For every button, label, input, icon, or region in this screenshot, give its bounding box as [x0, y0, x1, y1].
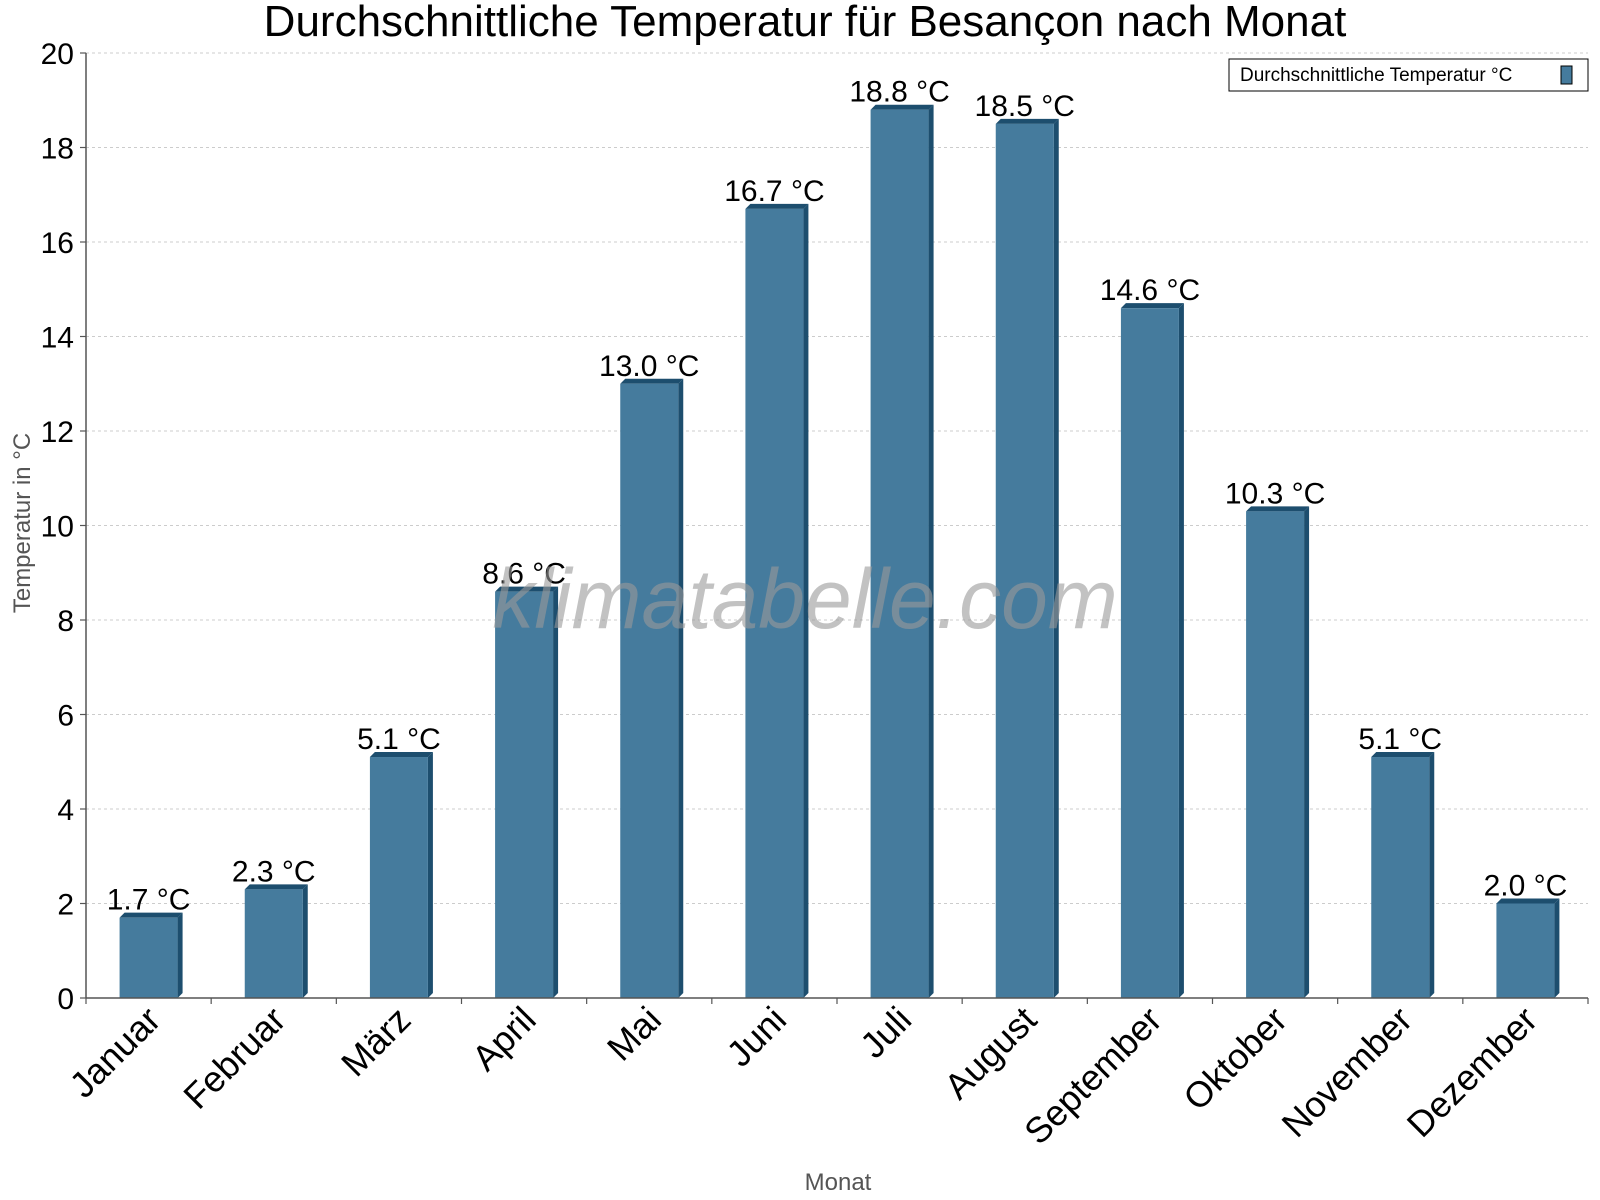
bar-side	[177, 912, 183, 998]
bar-front	[119, 917, 178, 998]
bar-top	[870, 104, 934, 110]
y-tick-label: 10	[41, 511, 74, 544]
data-label: 1.7 °C	[107, 884, 191, 917]
data-label: 14.6 °C	[1100, 274, 1200, 307]
data-label: 2.0 °C	[1484, 870, 1568, 903]
x-tick-label: August	[936, 999, 1044, 1107]
y-tick-label: 12	[41, 416, 74, 449]
bar	[745, 203, 809, 999]
x-tick-label: Dezember	[1399, 999, 1545, 1145]
bar-top	[1496, 898, 1560, 904]
data-label: 18.5 °C	[975, 90, 1075, 123]
bar-front	[495, 591, 554, 998]
bar-top	[1246, 506, 1310, 512]
bar-front	[745, 208, 804, 999]
bar	[369, 752, 433, 998]
y-tick-label: 0	[57, 983, 74, 1016]
y-tick-label: 4	[57, 794, 74, 827]
legend-box	[1228, 58, 1589, 92]
bar-front	[1120, 308, 1179, 998]
x-tick-label: April	[464, 999, 544, 1079]
y-tick-label: 2	[57, 889, 74, 922]
bar-side	[678, 378, 684, 998]
x-tick-label: März	[333, 999, 419, 1085]
data-label: 2.3 °C	[232, 855, 316, 888]
bar-side	[427, 752, 433, 998]
legend-label: Durchschnittliche Temperatur °C	[1240, 65, 1512, 86]
bar-side	[928, 104, 934, 998]
bar-top	[620, 378, 684, 384]
x-tick-label: Juni	[718, 999, 794, 1075]
watermark: klimatabelle.com	[492, 552, 1118, 646]
bar	[119, 912, 183, 998]
bar-front	[995, 123, 1054, 998]
x-axis-label: Monat	[805, 1169, 872, 1196]
bar	[1246, 506, 1310, 998]
bar-side	[553, 586, 559, 998]
y-tick-label: 20	[41, 38, 74, 71]
legend-swatch	[1560, 65, 1573, 85]
bar-top	[119, 912, 183, 918]
bar	[244, 884, 308, 998]
bar	[1496, 898, 1560, 998]
bar-top	[495, 586, 559, 592]
bar-side	[1429, 752, 1435, 998]
y-tick-label: 16	[41, 227, 74, 260]
bar-top	[1120, 303, 1184, 309]
x-tick-label: September	[1016, 999, 1170, 1153]
y-tick-label: 18	[41, 133, 74, 166]
bar-side	[1053, 118, 1059, 998]
bar-top	[995, 118, 1059, 124]
y-tick-label: 6	[57, 700, 74, 733]
data-label: 18.8 °C	[849, 76, 949, 109]
x-tick-label: Juli	[852, 999, 919, 1066]
bar-front	[620, 383, 679, 998]
x-tick-label: Februar	[175, 999, 293, 1117]
data-label: 8.6 °C	[482, 558, 566, 591]
data-labels: 1.7 °C 2.3 °C 5.1 °C 8.6 °C 13.0 °C 16.7 °C 18…	[107, 76, 1568, 917]
bar-front	[244, 889, 303, 998]
bar-top	[745, 203, 809, 209]
bar	[495, 586, 559, 998]
bar-front	[1371, 757, 1430, 998]
legend: Durchschnittliche Temperatur °C	[1228, 58, 1589, 92]
bar-side	[302, 884, 308, 998]
bar-top	[1371, 752, 1435, 758]
data-label: 16.7 °C	[724, 175, 824, 208]
chart-title: Durchschnittliche Temperatur für Besanço…	[264, 0, 1347, 46]
data-label: 13.0 °C	[599, 350, 699, 383]
y-tick-label: 8	[57, 605, 74, 638]
y-tick-label: 14	[41, 322, 74, 355]
bar	[620, 378, 684, 998]
data-label: 10.3 °C	[1225, 477, 1325, 510]
y-axis-label: Temperatur in °C	[9, 433, 36, 613]
bar-side	[1178, 303, 1184, 998]
bar-front	[1246, 511, 1305, 998]
x-tick-label: Mai	[599, 999, 669, 1069]
bar-front	[1496, 903, 1555, 998]
x-tick-label: November	[1273, 999, 1419, 1145]
bar-side	[1304, 506, 1310, 998]
bar-top	[244, 884, 308, 890]
bar	[1371, 752, 1435, 998]
bar-side	[803, 203, 809, 999]
bar-side	[1554, 898, 1560, 998]
data-label: 5.1 °C	[1358, 723, 1442, 756]
bar-front	[369, 757, 428, 998]
bar	[870, 104, 934, 998]
bar	[995, 118, 1059, 998]
bars	[119, 104, 1560, 999]
bar-top	[369, 752, 433, 758]
bar	[1120, 303, 1184, 998]
bar-front	[870, 109, 929, 998]
data-label: 5.1 °C	[357, 723, 441, 756]
x-tick-label: Oktober	[1175, 999, 1295, 1119]
x-tick-label: Januar	[61, 999, 168, 1106]
